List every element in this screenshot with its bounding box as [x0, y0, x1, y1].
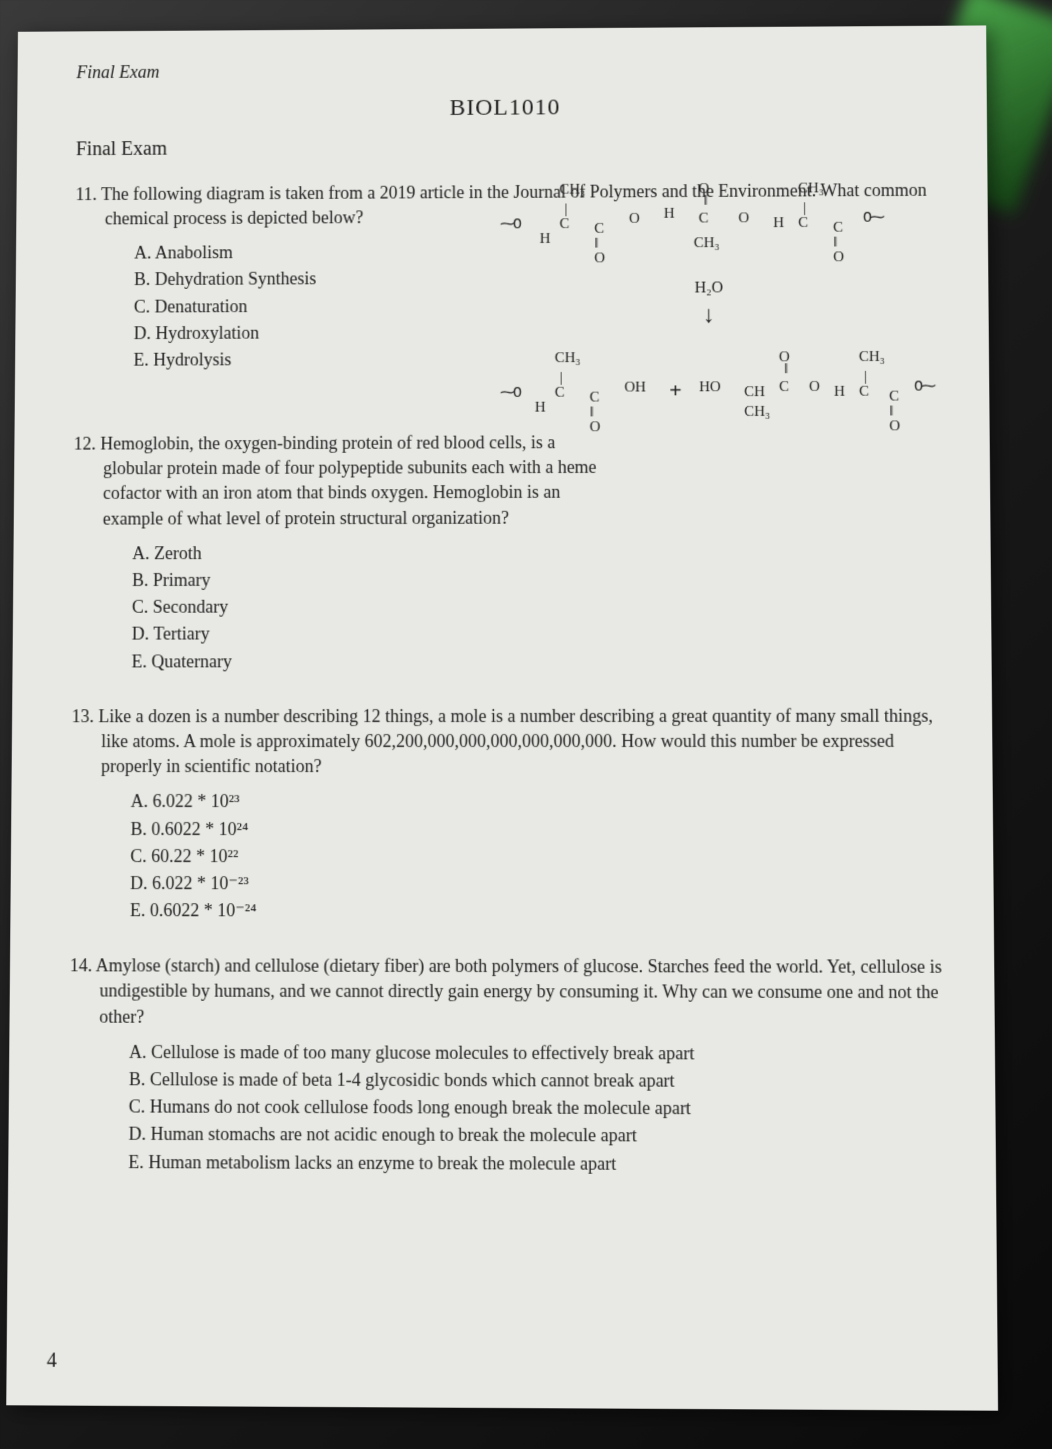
options-list: A. Zeroth B. Primary C. Secondary D. Ter…	[131, 540, 941, 675]
option-b: B. 0.6022 * 10²⁴	[130, 817, 942, 843]
option-d: D. Tertiary	[132, 621, 941, 647]
options-list: A. Cellulose is made of too many glucose…	[128, 1040, 945, 1178]
question-body: Amylose (starch) and cellulose (dietary …	[96, 956, 942, 1027]
polymer-bottom: ⁓O CH₃ | C H C ‖ O OH + HO CH CH₃ O ‖ C …	[500, 347, 919, 428]
question-text: 12. Hemoglobin, the oxygen-binding prote…	[103, 430, 600, 531]
option-a: A. Zeroth	[132, 540, 940, 567]
course-code: BIOL1010	[76, 90, 937, 128]
question-number: 11.	[75, 184, 97, 204]
question-text: 14. Amylose (starch) and cellulose (diet…	[99, 954, 944, 1032]
option-c: C. 60.22 * 10²²	[130, 844, 943, 870]
option-e: E. Quaternary	[131, 648, 941, 674]
question-14: 14. Amylose (starch) and cellulose (diet…	[68, 954, 945, 1178]
question-12: 12. Hemoglobin, the oxygen-binding prote…	[72, 429, 941, 674]
option-e: E. Human metabolism lacks an enzyme to b…	[128, 1149, 945, 1177]
question-13: 13. Like a dozen is a number describing …	[70, 703, 943, 924]
option-b: B. Primary	[132, 567, 941, 593]
option-b: B. Cellulose is made of beta 1-4 glycosi…	[129, 1067, 945, 1095]
polymer-top: ⁓O CH₃ | C H C ‖ O O H C O ‖ CH₃ O H CH₃…	[500, 178, 918, 259]
header-top-left: Final Exam	[76, 55, 936, 85]
option-a: A. 6.022 * 10²³	[131, 789, 943, 814]
option-a: A. Cellulose is made of too many glucose…	[129, 1040, 944, 1067]
chemical-diagram: ⁓O CH₃ | C H C ‖ O O H C O ‖ CH₃ O H CH₃…	[500, 178, 919, 426]
option-c: C. Humans do not cook cellulose foods lo…	[129, 1095, 945, 1123]
question-body: Like a dozen is a number describing 12 t…	[98, 706, 933, 777]
question-11: 11. The following diagram is taken from …	[74, 178, 939, 373]
header-sub: Final Exam	[76, 131, 938, 163]
option-c: C. Secondary	[132, 594, 941, 620]
page-number: 4	[47, 1346, 57, 1375]
option-d: D. 6.022 * 10⁻²³	[130, 871, 943, 897]
reaction-arrow: H₂O ↓	[500, 276, 919, 333]
options-list: A. 6.022 * 10²³ B. 0.6022 * 10²⁴ C. 60.2…	[130, 789, 943, 924]
question-number: 12.	[74, 434, 96, 454]
question-body: Hemoglobin, the oxygen-binding protein o…	[100, 432, 596, 528]
option-d: D. Human stomachs are not acidic enough …	[128, 1122, 945, 1150]
question-number: 14.	[70, 956, 93, 976]
exam-page: Final Exam BIOL1010 Final Exam 11. The f…	[6, 25, 998, 1410]
question-number: 13.	[72, 706, 94, 726]
option-e: E. 0.6022 * 10⁻²⁴	[130, 898, 943, 924]
question-text: 13. Like a dozen is a number describing …	[101, 703, 942, 779]
